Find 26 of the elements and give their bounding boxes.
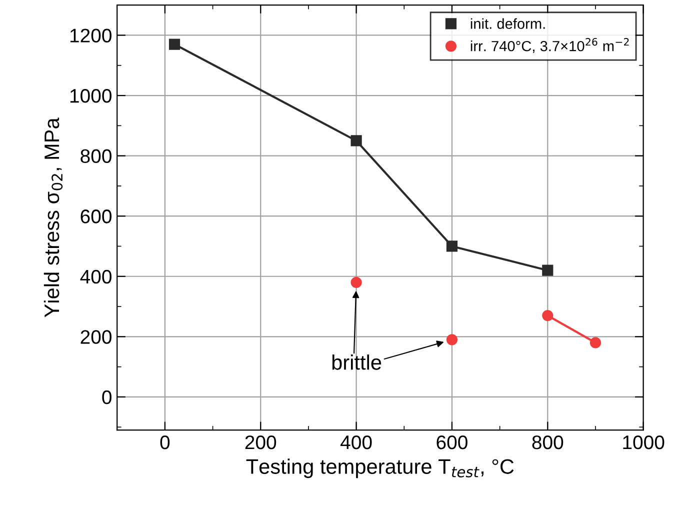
y-tick-label: 400 <box>80 270 112 284</box>
point <box>542 310 554 322</box>
y-tick-label: 1000 <box>70 88 112 103</box>
legend-label: init. deform. <box>470 18 545 29</box>
x-tick-label: 600 <box>436 435 468 450</box>
legend-label: irr. 740°C, 3.7×10$^{26}$ m$^{−2}$ <box>470 38 629 53</box>
y-tick-label: 0 <box>102 390 112 404</box>
y-tick-label: 800 <box>80 149 112 164</box>
y-tick-label: 1200 <box>70 28 112 42</box>
x-tick-label: 0 <box>160 435 170 450</box>
y-tick-label: 200 <box>80 330 112 344</box>
y-tick-label: 600 <box>80 210 112 224</box>
x-tick-label: 1000 <box>623 435 664 450</box>
y-axis-title: Yield stress σ$_{02}$, MPa <box>44 118 63 318</box>
point <box>542 264 554 276</box>
x-tick-label: 400 <box>340 435 372 450</box>
point <box>446 240 458 252</box>
point <box>350 276 362 288</box>
point <box>446 334 458 346</box>
point <box>590 337 602 348</box>
annotation: brittle <box>332 354 382 370</box>
x-tick-label: 200 <box>245 435 276 450</box>
point <box>350 135 362 146</box>
x-axis-title: Testing temperature T$_{test}$, °C <box>246 458 514 478</box>
x-tick-label: 800 <box>532 435 564 450</box>
point <box>168 38 180 50</box>
